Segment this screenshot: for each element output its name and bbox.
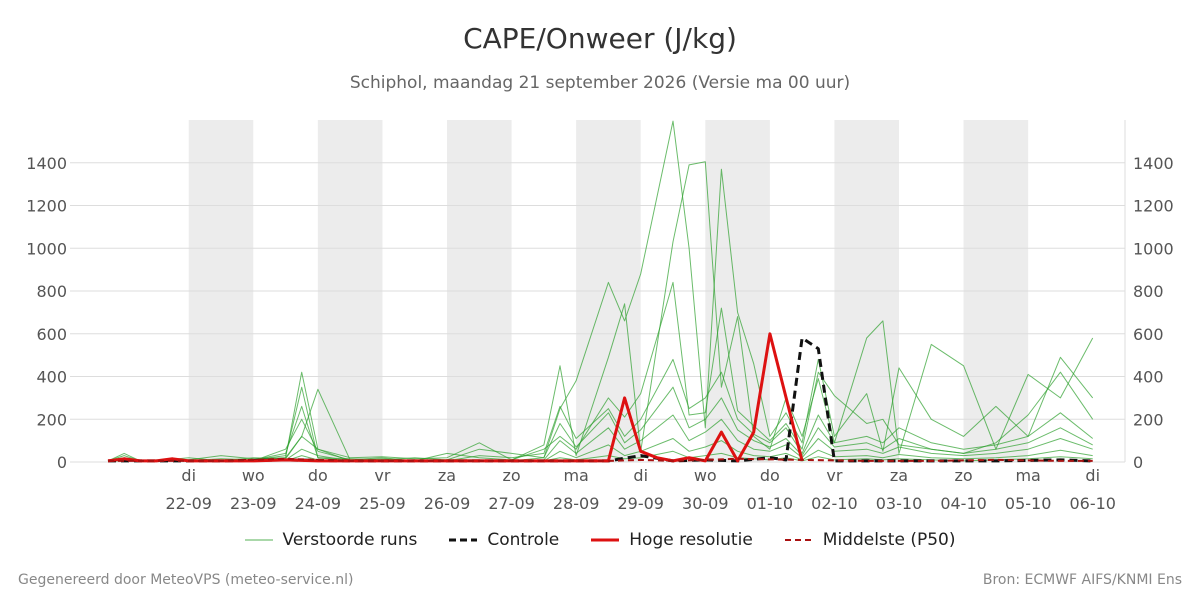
- x-tick-date-11: 03-10: [876, 494, 923, 513]
- x-tick-day-8: wo: [694, 466, 717, 485]
- y-tick-right-800: 800: [1133, 282, 1164, 301]
- cape-chart: 0 200 400 600 800 1000 1200 1400 0 200 400 600 800 1…: [26, 120, 1174, 513]
- y-tick-right-1400: 1400: [1133, 154, 1174, 173]
- x-tick-date-3: 25-09: [359, 494, 406, 513]
- y-tick-left-600: 600: [36, 325, 67, 344]
- y-tick-left-200: 200: [36, 410, 67, 429]
- footer-generated-by: Gegenereerd door MeteoVPS (meteo-service…: [18, 572, 354, 588]
- y-tick-left-800: 800: [36, 282, 67, 301]
- x-tick-date-10: 02-10: [811, 494, 858, 513]
- x-tick-date-6: 28-09: [553, 494, 600, 513]
- legend-item-median: Middelste (P50): [784, 530, 956, 550]
- x-tick-day-12: zo: [954, 466, 972, 485]
- main-lines: [107, 332, 1093, 463]
- legend-item-ensemble: Verstoorde runs: [244, 530, 418, 550]
- legend-swatch-median: [784, 539, 813, 541]
- x-tick-day-6: ma: [563, 466, 588, 485]
- x-tick-day-5: zo: [502, 466, 520, 485]
- y-tick-left-1400: 1400: [26, 154, 67, 173]
- legend-item-control: Controle: [449, 530, 559, 550]
- legend-item-high-res: Hoge resolutie: [591, 530, 753, 550]
- x-tick-date-14: 06-10: [1069, 494, 1116, 513]
- legend-label-median: Middelste (P50): [822, 530, 956, 550]
- x-tick-day-7: di: [633, 466, 648, 485]
- y-tick-left-0: 0: [57, 453, 67, 472]
- x-tick-date-7: 29-09: [617, 494, 664, 513]
- legend-swatch-ensemble: [244, 539, 273, 541]
- x-tick-day-13: ma: [1015, 466, 1040, 485]
- x-tick-date-13: 05-10: [1005, 494, 1052, 513]
- x-tick-day-1: wo: [242, 466, 265, 485]
- legend-label-high-res: Hoge resolutie: [629, 530, 753, 550]
- y-tick-right-0: 0: [1133, 453, 1143, 472]
- y-tick-left-1200: 1200: [26, 197, 67, 216]
- x-tick-day-10: vr: [826, 466, 842, 485]
- x-tick-day-14: di: [1085, 466, 1100, 485]
- series-line-high_res-9: [107, 332, 804, 463]
- x-tick-date-9: 01-10: [747, 494, 794, 513]
- x-tick-date-5: 27-09: [488, 494, 535, 513]
- legend-swatch-high-res: [591, 538, 620, 542]
- y-tick-left-400: 400: [36, 368, 67, 387]
- chart-title: CAPE/Onweer (J/kg): [463, 22, 737, 55]
- chart-subtitle: Schiphol, maandag 21 september 2026 (Ver…: [349, 73, 851, 93]
- x-tick-date-0: 22-09: [165, 494, 212, 513]
- y-tick-right-600: 600: [1133, 325, 1164, 344]
- x-tick-date-4: 26-09: [424, 494, 471, 513]
- y-tick-right-1200: 1200: [1133, 197, 1174, 216]
- y-axis-right: 0 200 400 600 800 1000 1200 1400: [1133, 154, 1174, 472]
- y-tick-left-1000: 1000: [26, 239, 67, 258]
- x-tick-date-8: 30-09: [682, 494, 729, 513]
- x-tick-day-4: za: [438, 466, 456, 485]
- x-tick-date-12: 04-10: [940, 494, 987, 513]
- x-tick-day-11: za: [890, 466, 908, 485]
- x-tick-date-2: 24-09: [295, 494, 342, 513]
- legend: Verstoorde runs Controle Hoge resolutie …: [0, 530, 1200, 550]
- y-tick-right-1000: 1000: [1133, 239, 1174, 258]
- x-tick-day-2: do: [308, 466, 328, 485]
- y-tick-right-200: 200: [1133, 410, 1164, 429]
- x-tick-day-9: do: [760, 466, 780, 485]
- x-tick-date-1: 23-09: [230, 494, 277, 513]
- legend-label-control: Controle: [487, 530, 560, 550]
- x-tick-day-3: vr: [374, 466, 390, 485]
- y-axis-left: 0 200 400 600 800 1000 1200 1400: [26, 154, 67, 472]
- legend-swatch-control: [449, 538, 478, 542]
- series-line-ensemble-1: [107, 120, 1094, 462]
- series-line-median-10: [108, 457, 1093, 462]
- footer-source: Bron: ECMWF AIFS/KNMI Ens: [982, 572, 1182, 588]
- series-line-ensemble-4: [107, 386, 1093, 462]
- x-tick-day-0: di: [181, 466, 196, 485]
- y-tick-right-400: 400: [1133, 368, 1164, 387]
- x-axis: di 22-09 wo 23-09 do 24-09 vr 25-09 za 26-09 zo 27-…: [165, 466, 1115, 513]
- legend-label-ensemble: Verstoorde runs: [282, 530, 418, 550]
